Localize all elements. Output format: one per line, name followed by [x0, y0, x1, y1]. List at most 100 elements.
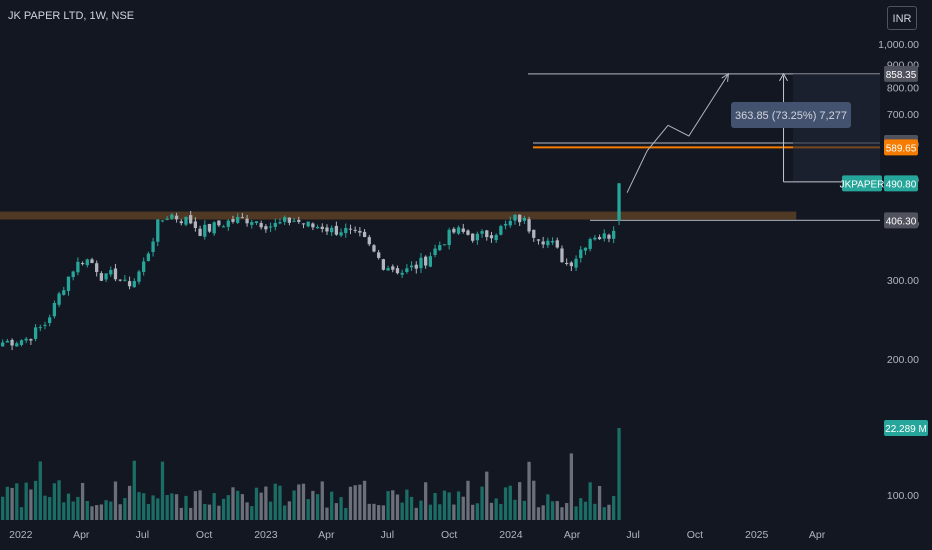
candlesticks	[1, 182, 621, 351]
candle-body	[607, 234, 611, 239]
x-tick-label: Apr	[809, 529, 826, 541]
volume-bar	[344, 507, 348, 520]
volume-tag-box	[884, 420, 928, 436]
candle-body	[339, 232, 343, 236]
candle-body	[174, 215, 179, 220]
x-tick-label: 2023	[254, 529, 278, 541]
candle-body	[532, 229, 536, 238]
candle-body	[334, 225, 339, 235]
volume-bar	[99, 504, 104, 520]
volume-bar	[503, 487, 508, 520]
candle-body	[574, 258, 578, 268]
lower-price-tag: 589.65	[886, 143, 917, 154]
candle-body	[508, 220, 512, 226]
volume-bar	[278, 485, 282, 520]
candle-body	[424, 256, 428, 266]
volume-bar	[569, 453, 574, 520]
volume-bar	[85, 500, 89, 520]
last-price-tag: 490.80	[886, 179, 917, 190]
x-tick-label: Jul	[381, 529, 394, 541]
candle-body	[320, 226, 324, 229]
candle-body	[480, 231, 484, 234]
volume-bar	[160, 461, 165, 520]
candle-body	[550, 240, 555, 243]
volume-bar	[532, 480, 536, 520]
candle-body	[15, 343, 19, 347]
candle-body	[452, 228, 456, 233]
candle-body	[57, 293, 61, 305]
volume-bar	[400, 502, 404, 520]
candle-body	[541, 241, 545, 245]
candle-body	[1, 342, 5, 347]
candle-body	[193, 221, 198, 228]
volume-bar	[480, 486, 484, 520]
volume-bar	[536, 507, 541, 520]
x-tick-label: Oct	[687, 529, 703, 541]
candle-body	[428, 256, 433, 267]
volume-bar	[226, 495, 230, 520]
volume-bar	[433, 493, 437, 520]
candle-body	[240, 217, 245, 219]
candle-body	[315, 226, 320, 229]
volume-bar	[193, 491, 198, 520]
volume-bar	[334, 503, 339, 520]
volume-bar	[198, 490, 202, 520]
volume-bar	[306, 499, 310, 520]
volume-bar	[142, 493, 146, 520]
candle-body	[555, 240, 559, 248]
volume-bar	[541, 505, 545, 520]
volume-bar	[391, 490, 395, 520]
candle-body	[499, 226, 503, 235]
candle-body	[569, 262, 574, 267]
volume-bar	[617, 428, 621, 520]
candle-body	[353, 229, 357, 231]
candle-body	[301, 223, 306, 225]
volume-bar	[292, 490, 296, 520]
volume-bar	[466, 480, 470, 520]
candle-body	[588, 239, 592, 249]
volume-bar	[560, 507, 564, 520]
volume-bar	[583, 501, 588, 520]
candle-body	[123, 279, 127, 281]
volume-bar	[19, 507, 24, 520]
candle-body	[306, 221, 310, 227]
volume-bar	[513, 499, 517, 520]
candle-body	[38, 327, 42, 329]
time-axis: 2022 Apr Jul Oct 2023 Apr Jul Oct 2024 Apr Jul Oct 2…	[9, 529, 826, 541]
candle-body	[52, 303, 57, 317]
candle-body	[207, 223, 212, 232]
candle-body	[29, 339, 33, 341]
volume-bar	[339, 497, 343, 520]
candle-body	[348, 228, 353, 230]
volume-bar	[377, 505, 381, 520]
volume-bar	[485, 471, 489, 520]
candle-body	[278, 222, 282, 224]
candle-body	[90, 259, 94, 264]
candle-body	[438, 245, 442, 251]
volume-bar	[283, 505, 287, 520]
candle-body	[358, 230, 362, 233]
volume-bar	[499, 504, 503, 520]
candle-body	[503, 223, 508, 226]
volume-bar	[221, 498, 226, 520]
volume-bar	[90, 506, 94, 520]
volume-bar	[438, 504, 442, 520]
support-price-tag: 406.30	[886, 216, 917, 227]
volume-bar	[66, 493, 71, 520]
volume-bar	[217, 505, 221, 520]
candle-body	[24, 338, 28, 341]
volume-bar	[80, 482, 85, 520]
candle-body	[297, 219, 301, 222]
last-price-tag-box	[884, 175, 918, 192]
volume-bar	[240, 494, 245, 520]
currency-button[interactable]: INR	[887, 6, 917, 30]
volume-bar	[38, 461, 42, 520]
volume-bar	[212, 493, 216, 520]
symbol-title[interactable]: JK PAPER LTD, 1W, NSE	[8, 10, 135, 22]
candle-body	[513, 214, 517, 221]
candle-body	[311, 223, 315, 228]
volume-bar	[452, 504, 456, 520]
candle-body	[518, 214, 522, 223]
volume-bar	[15, 483, 19, 520]
